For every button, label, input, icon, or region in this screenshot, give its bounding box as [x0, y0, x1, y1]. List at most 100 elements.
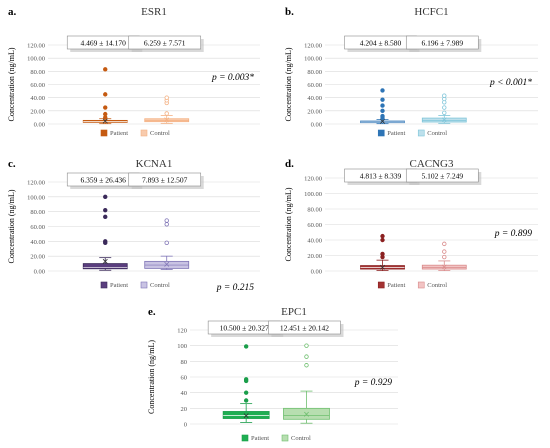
y-tick-label: 80.00	[307, 207, 322, 214]
stat-label: 4.204 ± 8.580	[360, 39, 402, 48]
mean-marker	[303, 411, 309, 417]
panel-label: b.	[285, 6, 294, 18]
legend-swatch	[377, 129, 385, 137]
y-tick-label: 120.00	[27, 43, 45, 50]
panel-label: a.	[8, 6, 17, 18]
chart-panel-epc1: e. EPC1 0 20 40 60 80 100 120 Concentration (ng/m…	[147, 306, 398, 442]
y-tick-label: 60.00	[307, 82, 322, 89]
outlier-point	[243, 377, 249, 382]
mean-marker	[243, 413, 249, 419]
y-tick-label: 0.00	[34, 122, 45, 129]
y-tick-label: 80.00	[30, 209, 45, 216]
y-axis-label: Concentration (ng/mL)	[7, 47, 16, 121]
legend-swatch	[100, 129, 108, 137]
legend-label: Patient	[387, 282, 405, 289]
y-tick-label: 100	[177, 343, 187, 350]
mean-marker	[441, 117, 447, 123]
y-tick-label: 120.00	[304, 176, 322, 183]
outlier-point	[243, 344, 249, 349]
legend-label: Control	[427, 130, 447, 137]
stat-label-box	[268, 320, 341, 335]
box-patient	[360, 88, 405, 125]
stat-label-box	[405, 35, 479, 50]
box-control	[421, 241, 467, 272]
box-iqr	[82, 263, 128, 270]
y-tick-label: 40.00	[30, 239, 45, 246]
y-tick-label: 0.00	[311, 269, 322, 276]
stat-label: 4.813 ± 8.339	[360, 172, 402, 181]
outlier-point	[103, 111, 108, 117]
outlier-point	[442, 241, 447, 247]
box-patient	[82, 67, 128, 125]
outlier-point	[243, 398, 249, 403]
legend-swatch	[281, 434, 289, 442]
outlier-point	[304, 354, 309, 359]
stat-label: 7.893 ± 12.507	[142, 176, 188, 185]
y-tick-label: 60	[181, 375, 188, 382]
outlier-point	[103, 92, 108, 97]
y-tick-label: 0.00	[34, 269, 45, 276]
panel-label: e.	[148, 306, 156, 318]
y-axis-label: Concentration (ng/mL)	[284, 47, 293, 121]
outlier-point	[380, 233, 385, 239]
stat-label-box	[128, 172, 202, 187]
y-axis-label: Concentration (ng/mL)	[284, 187, 293, 261]
y-tick-label: 100.00	[27, 56, 45, 63]
legend-swatch	[417, 129, 425, 137]
outlier-point	[442, 93, 447, 98]
outlier-point	[380, 113, 385, 119]
outlier-point	[380, 237, 385, 243]
y-tick-label: 0	[184, 422, 187, 429]
y-tick-label: 20.00	[307, 253, 322, 260]
legend-swatch	[417, 281, 425, 289]
outlier-point	[103, 67, 108, 72]
legend-label: Control	[291, 435, 311, 442]
outlier-point	[103, 207, 108, 213]
legend-swatch	[140, 281, 148, 289]
y-tick-label: 80.00	[30, 69, 45, 76]
p-value: p < 0.001*	[489, 78, 532, 88]
mean-marker	[380, 264, 385, 270]
p-value: p = 0.929	[354, 378, 393, 388]
legend-swatch	[377, 281, 385, 289]
outlier-point	[304, 363, 309, 368]
legend-label: Control	[150, 130, 170, 137]
stat-label: 6.359 ± 26.436	[81, 176, 127, 185]
outlier-point	[103, 214, 108, 220]
outlier-point	[103, 194, 108, 200]
box-control	[144, 218, 190, 270]
y-tick-label: 40	[181, 390, 188, 397]
outlier-point	[164, 222, 169, 227]
legend-label: Control	[427, 282, 447, 289]
chart-panel-kcna1: c. KCNA1 0.00 20.00 40.00 60.00 80.00 100.00 120…	[7, 158, 260, 293]
y-tick-label: 20.00	[30, 254, 45, 261]
y-tick-label: 120.00	[27, 180, 45, 187]
mean-marker	[102, 118, 108, 124]
outlier-point	[243, 390, 249, 395]
box-patient	[360, 233, 405, 272]
y-tick-label: 120.00	[304, 43, 322, 50]
y-tick-label: 80.00	[307, 69, 322, 76]
legend-swatch	[100, 281, 108, 289]
chart-title: HCFC1	[414, 6, 448, 18]
outlier-point	[103, 105, 108, 110]
y-tick-label: 100.00	[304, 191, 322, 198]
mean-marker	[102, 258, 108, 264]
panel-label: c.	[8, 158, 16, 170]
chart-title: EPC1	[281, 306, 307, 318]
legend-label: Patient	[110, 282, 128, 289]
box-control	[283, 343, 330, 424]
legend-swatch	[140, 129, 148, 137]
stat-label: 12.451 ± 20.142	[280, 324, 329, 333]
p-value: p = 0.899	[494, 229, 533, 239]
mean-marker	[164, 261, 170, 267]
y-tick-label: 100.00	[27, 194, 45, 201]
box-control	[421, 93, 467, 124]
y-tick-label: 120	[177, 328, 187, 335]
y-tick-label: 40.00	[307, 95, 322, 102]
y-tick-label: 20.00	[30, 108, 45, 115]
y-tick-label: 40.00	[307, 238, 322, 245]
outlier-point	[380, 88, 385, 93]
outlier-point	[304, 343, 309, 348]
